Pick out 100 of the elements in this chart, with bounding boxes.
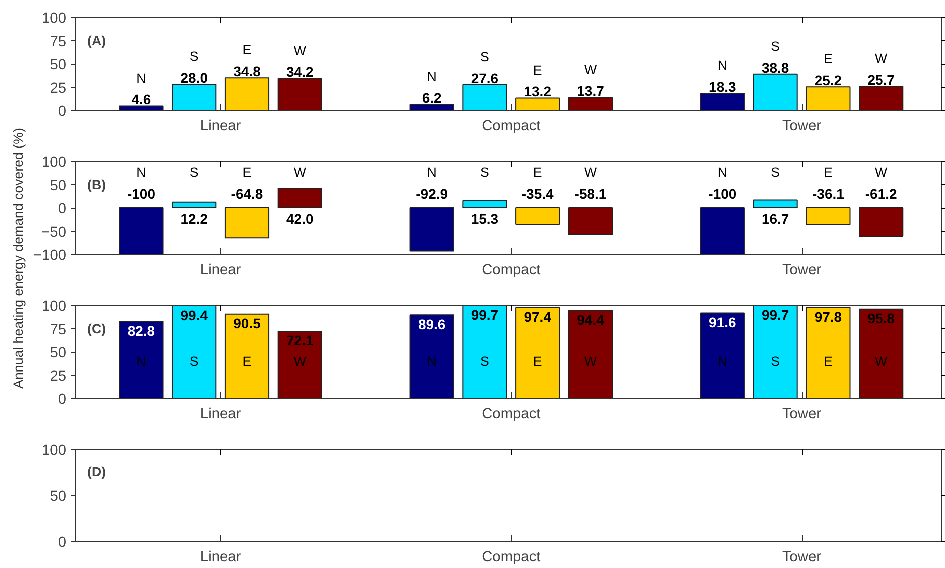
bar <box>806 86 851 110</box>
bar <box>172 306 217 398</box>
text: N <box>427 69 437 84</box>
text: S <box>480 49 490 64</box>
bar <box>516 98 560 110</box>
bar <box>516 307 560 398</box>
bar <box>410 208 454 252</box>
text: W <box>875 354 888 369</box>
bar <box>568 97 614 110</box>
bar <box>516 208 560 225</box>
series-label: N <box>136 70 146 86</box>
text: N <box>427 354 437 369</box>
bar <box>119 106 164 110</box>
bar <box>568 208 614 236</box>
series-label: N <box>136 354 146 369</box>
data-label: 13.2 <box>524 84 552 100</box>
text: E <box>533 165 542 180</box>
data-label: -36.1 <box>812 186 845 202</box>
series-label: S <box>771 165 780 180</box>
x-tick-label: Compact <box>482 406 541 422</box>
data-label: 25.2 <box>814 72 842 89</box>
data-label: 89.6 <box>418 316 446 332</box>
series-label: W <box>294 43 307 58</box>
data-label: 99.7 <box>762 307 790 324</box>
data-label: 94.4 <box>577 312 605 328</box>
text: S <box>771 354 780 369</box>
y-axis-title: Annual heating energy demand covered (%) <box>11 128 26 389</box>
x-tick-label: Linear <box>200 406 242 422</box>
series-label: S <box>190 354 199 369</box>
bar <box>224 78 270 110</box>
bar <box>224 314 270 398</box>
text: E <box>824 52 833 67</box>
data-label: 97.8 <box>814 308 842 325</box>
x-tick-label: Compact <box>482 262 541 278</box>
bar <box>462 84 508 110</box>
y-tick-label: 50 <box>50 178 67 194</box>
text: S <box>480 354 490 369</box>
data-label: 99.7 <box>471 307 499 324</box>
annotation: (A) <box>88 34 106 48</box>
y-tick-label: 100 <box>42 155 67 171</box>
annotation: (C) <box>88 322 106 336</box>
data-label: 97.4 <box>524 309 552 326</box>
text: E <box>242 42 252 58</box>
bar <box>172 202 217 208</box>
data-label: 12.2 <box>180 211 208 228</box>
y-tick-label: 50 <box>50 58 67 74</box>
data-label: 91.6 <box>709 314 737 331</box>
data-label: 38.8 <box>762 60 790 76</box>
text: E <box>824 165 833 180</box>
data-label: 90.5 <box>234 316 262 332</box>
bar <box>224 208 270 239</box>
data-label: 34.8 <box>234 64 262 80</box>
y-tick-label: 0 <box>58 535 67 551</box>
bar <box>753 74 798 110</box>
x-tick-label: Linear <box>200 262 242 278</box>
text: S <box>190 165 199 180</box>
bar <box>859 86 904 110</box>
bar <box>278 78 322 110</box>
data-label: 13.7 <box>577 83 605 100</box>
x-tick-label: Tower <box>782 550 822 566</box>
bar <box>700 208 745 254</box>
text: E <box>242 165 252 180</box>
bar <box>859 208 904 237</box>
text: W <box>875 165 888 180</box>
data-label: -35.4 <box>522 186 554 202</box>
data-label: 82.8 <box>128 322 156 339</box>
y-tick-label: 100 <box>42 443 67 459</box>
bar <box>753 200 798 208</box>
data-label: 4.6 <box>132 92 152 108</box>
series-label: W <box>294 354 307 369</box>
bar <box>119 208 164 254</box>
bar <box>700 92 745 110</box>
bar <box>462 306 508 398</box>
data-label: 15.3 <box>471 211 499 228</box>
text: N <box>718 58 728 74</box>
bar <box>806 307 851 398</box>
text: N <box>718 165 728 180</box>
text: E <box>824 354 833 369</box>
text: W <box>875 51 888 66</box>
y-tick-label: −100 <box>33 248 67 264</box>
y-tick-label: 50 <box>50 346 67 362</box>
bar <box>410 314 454 398</box>
bar <box>278 188 322 208</box>
data-label: 99.4 <box>180 307 208 324</box>
series-label: W <box>294 165 307 180</box>
text: N <box>718 354 728 369</box>
y-tick-label: 25 <box>50 368 67 385</box>
bar <box>700 312 745 398</box>
data-label: -92.9 <box>416 186 448 202</box>
bar <box>753 306 798 398</box>
y-tick-label: 50 <box>50 489 67 505</box>
x-tick-label: Linear <box>200 118 242 134</box>
y-tick-label: 75 <box>50 34 67 50</box>
data-label: -61.2 <box>865 186 898 202</box>
bar <box>462 200 508 208</box>
data-label: 25.7 <box>868 72 896 88</box>
text: N <box>136 165 146 180</box>
text: W <box>584 354 598 369</box>
bar <box>278 330 322 398</box>
data-label: 34.2 <box>286 64 314 80</box>
